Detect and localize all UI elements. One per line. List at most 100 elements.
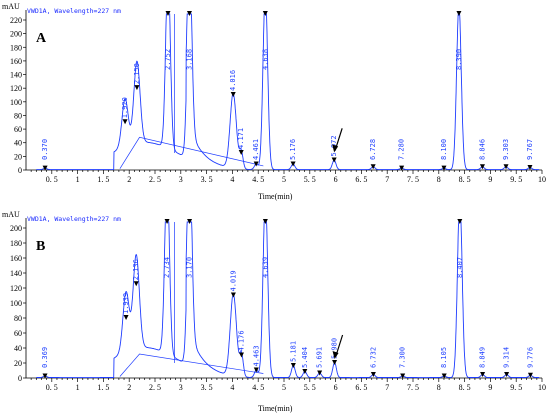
peak-label: 2.136	[132, 259, 140, 280]
y-tick-label-a: 100	[10, 98, 22, 107]
peak-marker	[262, 11, 268, 16]
peak-marker	[302, 369, 308, 374]
peak-marker	[230, 92, 236, 97]
peak-marker	[165, 11, 171, 16]
peak-label: 8.849	[479, 347, 487, 368]
peak-label: 8.846	[478, 139, 486, 160]
y-tick-label-b: 80	[14, 314, 22, 323]
chromatogram-trace-b	[36, 221, 540, 379]
y-tick-label-a: 200	[10, 30, 22, 39]
annotation-arrowhead-a	[332, 144, 339, 153]
peak-marker	[187, 219, 193, 224]
y-tick-label-b: 60	[14, 329, 22, 338]
x-tick-label-a: 4. 5	[252, 175, 264, 184]
x-tick-label-a: 9	[488, 175, 492, 184]
x-tick-label-b: 6	[334, 383, 338, 392]
peak-label: 9.767	[526, 139, 534, 160]
peak-marker	[230, 292, 236, 298]
peak-marker	[527, 164, 533, 170]
y-tick-label-a: 220	[10, 16, 22, 25]
x-tick-label-b: 7	[385, 383, 389, 392]
peak-marker	[370, 372, 376, 377]
y-tick-label-a: 60	[14, 125, 22, 134]
x-tick-label-a: 8. 5	[459, 175, 471, 184]
y-tick-label-a: 40	[14, 139, 22, 148]
x-tick-label-b: 5	[282, 383, 286, 392]
peak-label: 0.369	[41, 347, 49, 368]
panel-b: mAU VWD1A, Wavelength=227 nm Time(min) B…	[2, 210, 546, 413]
peak-label: 6.732	[369, 347, 377, 368]
peak-label: 5.691	[316, 347, 324, 368]
peak-marker	[441, 373, 447, 379]
y-tick-label-b: 160	[10, 254, 22, 263]
peak-marker	[253, 161, 259, 167]
peak-label: 2.734	[163, 257, 171, 278]
peak-label: 8.390	[455, 49, 463, 70]
peak-marker	[331, 157, 337, 163]
x-tick-label-a: 6	[334, 175, 338, 184]
y-tick-label-b: 120	[10, 284, 22, 293]
y-tick-label-a: 0	[18, 166, 22, 175]
y-unit-label-b: mAU	[2, 210, 20, 219]
peak-label: 8.105	[440, 347, 448, 368]
peak-marker	[399, 165, 405, 171]
peak-marker	[42, 165, 48, 171]
x-tick-label-a: 9. 5	[510, 175, 522, 184]
y-tick-label-a: 80	[14, 111, 22, 120]
panel-a: mAU VWD1A, Wavelength=227 nm Time(min) A…	[2, 2, 546, 201]
peak-label: 3.170	[186, 257, 194, 278]
peak-marker	[370, 164, 376, 170]
x-tick-label-a: 1	[76, 175, 80, 184]
x-tick-label-b: 2	[127, 383, 131, 392]
peak-marker	[290, 363, 296, 368]
peak-marker	[42, 373, 48, 379]
x-tick-label-a: 7. 5	[407, 175, 419, 184]
y-tick-label-b: 0	[18, 374, 22, 383]
y-tick-label-b: 100	[10, 299, 22, 308]
peak-label: 4.176	[237, 330, 245, 351]
baseline-b	[119, 353, 264, 377]
peak-marker	[527, 372, 533, 378]
y-tick-label-b: 40	[14, 344, 22, 353]
x-tick-label-a: 3. 5	[201, 175, 213, 184]
peak-label: 1.920	[121, 97, 129, 118]
x-tick-label-a: 5	[282, 175, 286, 184]
peak-label: 8.407	[456, 257, 464, 278]
x-tick-label-b: 4. 5	[252, 383, 264, 392]
annotation-arrowhead-b	[332, 351, 339, 359]
peak-marker	[400, 373, 406, 379]
x-tick-label-b: 9	[488, 383, 492, 392]
peak-label: 0.370	[41, 139, 49, 160]
x-tick-label-b: 2. 5	[149, 383, 161, 392]
peak-label: 2.752	[164, 49, 172, 70]
y-tick-label-b: 140	[10, 269, 22, 278]
detector-label-b: VWD1A, Wavelength=227 nm	[27, 215, 121, 223]
peak-marker	[238, 352, 244, 358]
x-tick-label-b: 9. 5	[510, 383, 522, 392]
peak-label: 7.300	[399, 347, 407, 368]
peak-label: 1.939	[122, 293, 130, 314]
peak-marker	[457, 219, 463, 224]
x-tick-label-b: 10	[538, 383, 546, 392]
x-tick-label-b: 8. 5	[459, 383, 471, 392]
peak-marker	[332, 360, 338, 365]
peak-label: 4.016	[229, 70, 237, 91]
peak-marker	[290, 161, 296, 167]
peak-label: 5.181	[289, 341, 297, 362]
axes-a	[25, 10, 542, 171]
peak-label: 4.461	[252, 139, 260, 160]
y-tick-label-a: 180	[10, 43, 22, 52]
x-tick-label-a: 7	[385, 175, 389, 184]
baseline-a	[119, 136, 264, 169]
detector-label-a: VWD1A, Wavelength=227 nm	[27, 7, 121, 15]
x-tick-label-a: 4	[230, 175, 234, 184]
peak-marker	[456, 11, 462, 16]
peak-label: 7.280	[398, 139, 406, 160]
peak-label: 8.100	[440, 139, 448, 160]
peak-label: 6.728	[369, 139, 377, 160]
peak-label: 4.463	[252, 345, 260, 366]
chromatogram-trace-a	[36, 13, 540, 171]
peak-marker	[253, 367, 259, 373]
peak-label: 5.404	[301, 347, 309, 368]
